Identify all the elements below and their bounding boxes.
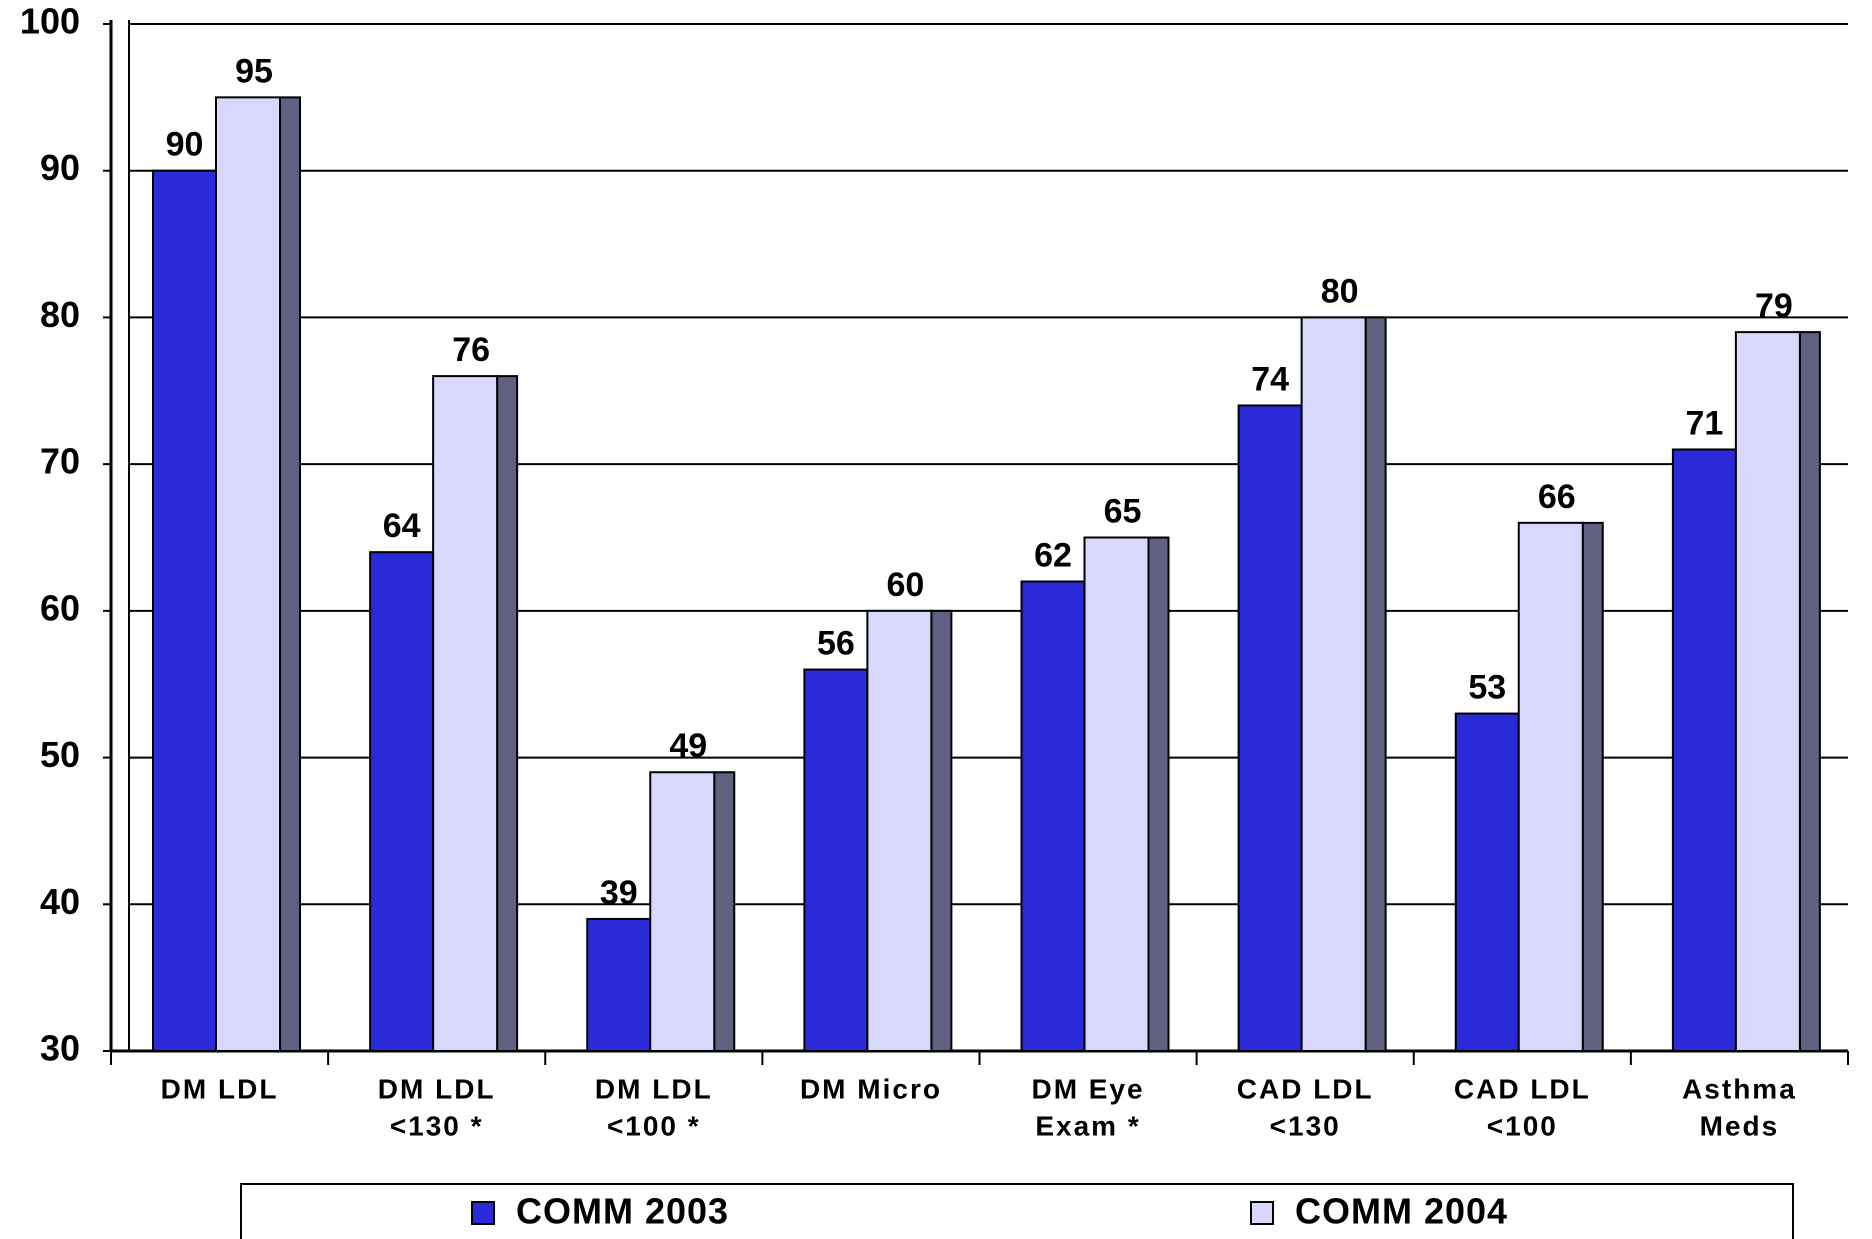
bar-side bbox=[1798, 331, 1821, 1052]
bar bbox=[215, 96, 281, 1053]
value-label: 90 bbox=[166, 126, 204, 164]
x-tick-label: Exam * bbox=[1035, 1110, 1140, 1141]
value-label: 74 bbox=[1251, 360, 1289, 398]
x-tick-label: DM LDL bbox=[161, 1073, 279, 1104]
legend-label: COMM 2003 bbox=[516, 1191, 729, 1232]
x-tick-label: DM LDL bbox=[378, 1073, 496, 1104]
value-label: 56 bbox=[817, 625, 855, 663]
value-label: 71 bbox=[1685, 404, 1723, 442]
value-label: 95 bbox=[235, 52, 273, 90]
bar bbox=[649, 771, 716, 1052]
value-label: 66 bbox=[1538, 478, 1576, 516]
bar bbox=[369, 551, 435, 1053]
value-label: 39 bbox=[600, 874, 638, 912]
value-label: 62 bbox=[1034, 536, 1072, 574]
bar-side bbox=[713, 771, 736, 1052]
bar bbox=[1300, 316, 1367, 1052]
bar-side bbox=[930, 609, 953, 1052]
value-label: 53 bbox=[1468, 669, 1506, 707]
x-tick-label: <100 * bbox=[607, 1110, 701, 1141]
bar-side bbox=[1581, 521, 1604, 1052]
legend-box bbox=[240, 1183, 1794, 1239]
x-tick-label: <130 bbox=[1270, 1110, 1341, 1141]
bar bbox=[432, 375, 499, 1053]
x-tick-label: CAD LDL bbox=[1237, 1073, 1374, 1104]
bar bbox=[1734, 331, 1801, 1053]
legend-swatch bbox=[471, 1201, 495, 1225]
bar-side bbox=[496, 375, 519, 1052]
value-label: 79 bbox=[1755, 287, 1793, 325]
value-label: 80 bbox=[1321, 272, 1359, 310]
y-tick-label: 40 bbox=[40, 881, 80, 922]
x-tick-label: DM Eye bbox=[1031, 1073, 1144, 1104]
x-tick-label: <100 bbox=[1487, 1110, 1558, 1141]
x-tick-label: <130 * bbox=[390, 1110, 484, 1141]
y-tick-label: 90 bbox=[40, 147, 80, 188]
bar bbox=[1083, 536, 1150, 1052]
bar-side bbox=[1364, 316, 1387, 1052]
x-tick-label: CAD LDL bbox=[1454, 1073, 1591, 1104]
y-tick-label: 30 bbox=[40, 1028, 80, 1069]
x-tick-label: Meds bbox=[1700, 1110, 1780, 1141]
y-tick-label: 60 bbox=[40, 587, 80, 628]
y-tick-label: 50 bbox=[40, 734, 80, 775]
x-tick-label: Asthma bbox=[1682, 1073, 1797, 1104]
value-label: 49 bbox=[669, 727, 707, 765]
bar bbox=[1517, 521, 1584, 1052]
bar bbox=[1454, 712, 1520, 1052]
x-tick-label: DM Micro bbox=[800, 1073, 942, 1104]
legend-label: COMM 2004 bbox=[1295, 1191, 1508, 1232]
bar-side bbox=[1147, 536, 1170, 1052]
bar bbox=[803, 668, 869, 1052]
value-label: 65 bbox=[1104, 492, 1142, 530]
y-tick-label: 80 bbox=[40, 294, 80, 335]
bar bbox=[152, 169, 217, 1052]
bar bbox=[1671, 448, 1737, 1052]
y-tick-label: 100 bbox=[20, 1, 80, 42]
bar bbox=[586, 917, 652, 1053]
legend-swatch bbox=[1250, 1201, 1274, 1225]
value-label: 64 bbox=[383, 507, 421, 545]
x-tick-label: DM LDL bbox=[595, 1073, 713, 1104]
value-label: 60 bbox=[886, 566, 924, 604]
value-label: 76 bbox=[452, 331, 490, 369]
bar bbox=[1020, 580, 1086, 1052]
bar bbox=[866, 609, 933, 1052]
bar-side bbox=[279, 96, 301, 1052]
y-tick-label: 70 bbox=[40, 441, 80, 482]
bar bbox=[1237, 404, 1303, 1052]
